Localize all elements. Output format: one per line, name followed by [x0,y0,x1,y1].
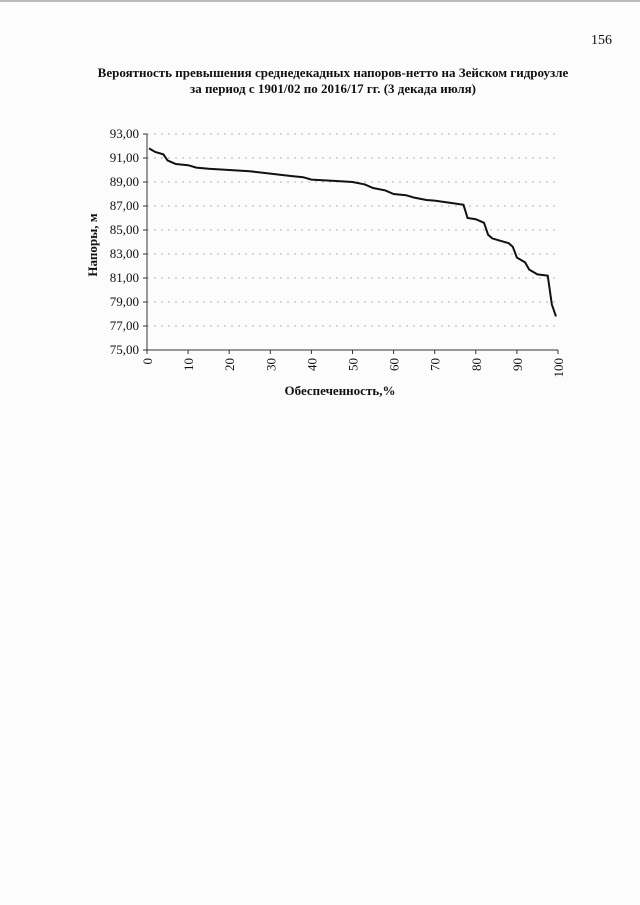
chart-title: Вероятность превышения среднедекадных на… [98,65,569,80]
x-tick-label: 10 [181,358,196,371]
x-tick-label: 0 [140,358,155,365]
y-tick-label: 87,00 [110,198,139,213]
x-tick-label: 80 [469,358,484,371]
y-tick-label: 89,00 [110,174,139,189]
x-tick-label: 30 [263,358,278,371]
y-tick-label: 83,00 [110,246,139,261]
x-tick-label: 40 [304,358,319,371]
y-tick-label: 93,00 [110,126,139,141]
x-tick-label: 70 [428,358,443,371]
x-tick-label: 60 [387,358,402,371]
x-tick-label: 100 [551,358,566,378]
y-tick-label: 81,00 [110,270,139,285]
y-tick-label: 79,00 [110,294,139,309]
y-axis-label: Напоры, м [85,213,100,276]
chart-title: за период с 1901/02 по 2016/17 гг. (3 де… [190,81,476,96]
x-tick-label: 90 [510,358,525,371]
page-number: 156 [591,33,612,48]
y-tick-label: 75,00 [110,342,139,357]
data-line [148,147,557,317]
x-tick-label: 50 [346,358,361,371]
x-tick-label: 20 [222,358,237,371]
x-axis-label: Обеспеченность,% [285,383,396,398]
y-tick-label: 91,00 [110,150,139,165]
y-tick-label: 77,00 [110,318,139,333]
y-tick-label: 85,00 [110,222,139,237]
